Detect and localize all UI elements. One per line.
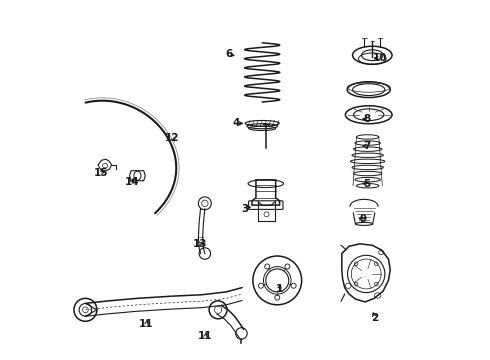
Text: 11: 11: [198, 331, 213, 341]
Text: 1: 1: [275, 284, 283, 294]
Text: 14: 14: [125, 177, 139, 187]
Text: 2: 2: [371, 313, 378, 323]
Text: 4: 4: [233, 118, 240, 128]
Text: 12: 12: [165, 133, 180, 143]
Text: 3: 3: [242, 204, 248, 214]
Text: 5: 5: [363, 179, 370, 189]
Text: 6: 6: [225, 49, 232, 59]
Text: 13: 13: [193, 239, 207, 249]
Text: 8: 8: [363, 114, 370, 124]
Text: 10: 10: [373, 53, 388, 63]
Text: 15: 15: [94, 168, 108, 178]
Text: 7: 7: [363, 141, 370, 151]
Text: 11: 11: [139, 319, 154, 329]
Text: 9: 9: [360, 214, 367, 224]
